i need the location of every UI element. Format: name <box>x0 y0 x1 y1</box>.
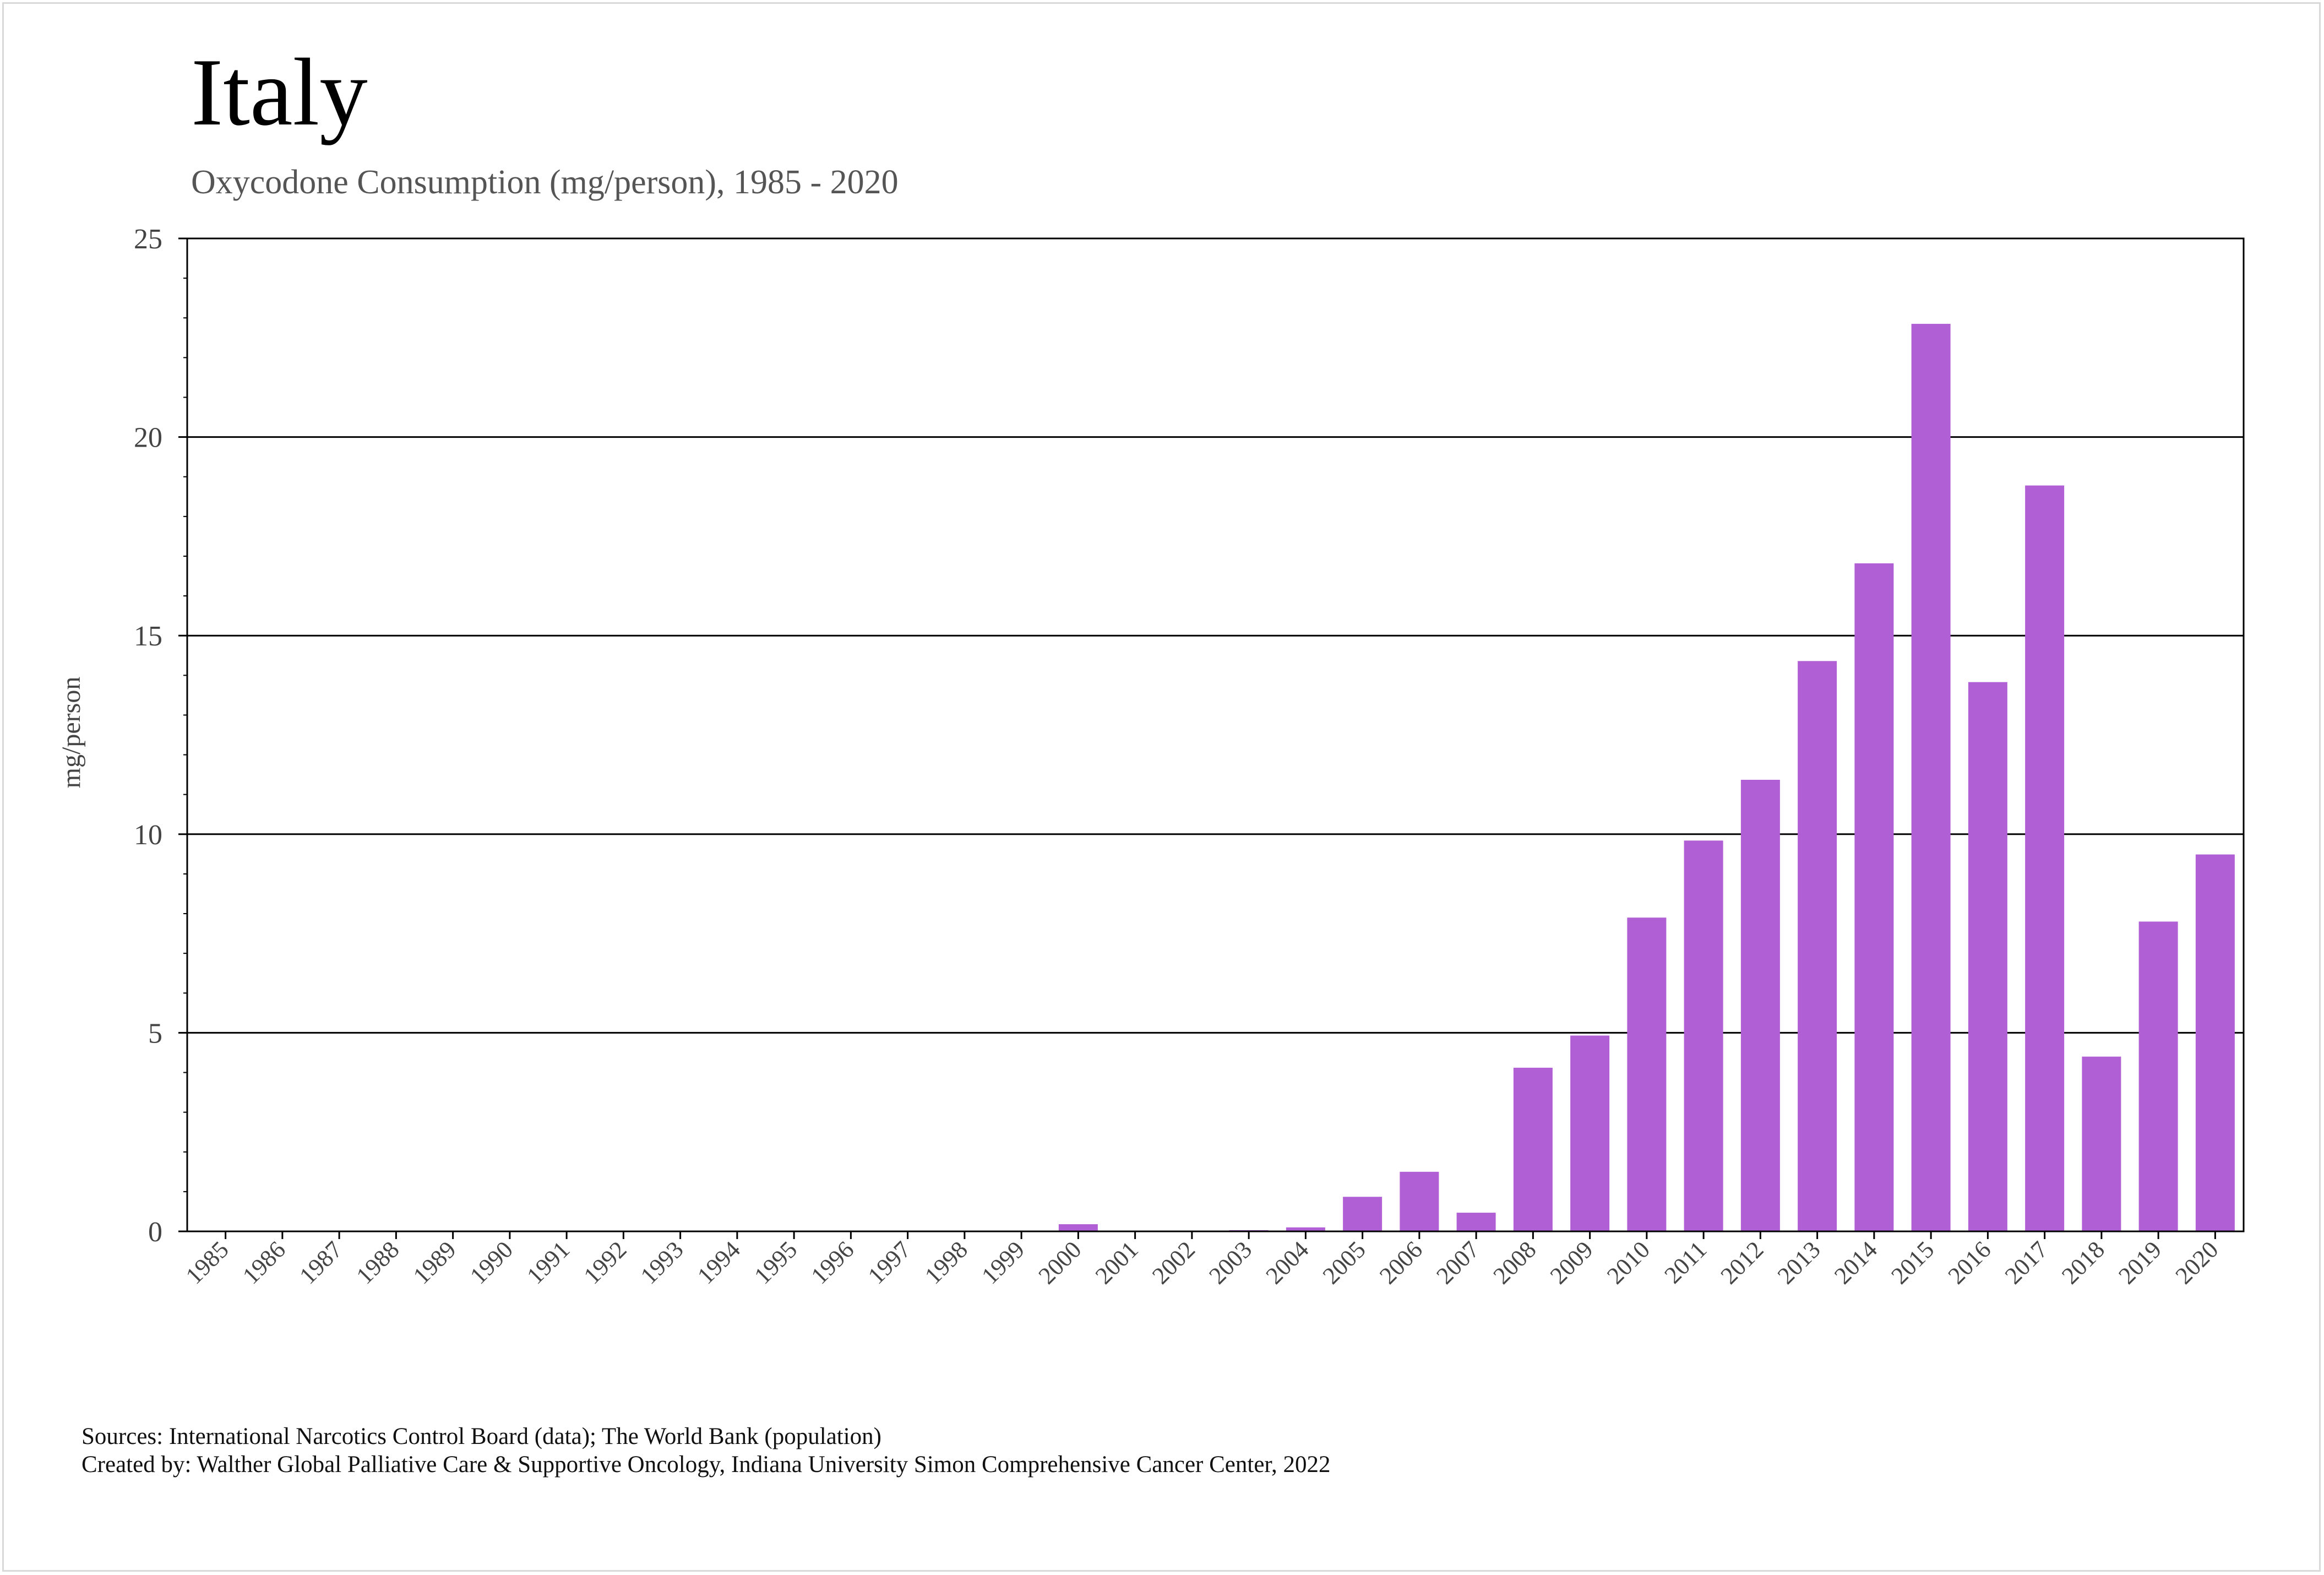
x-tick-label: 1997 <box>863 1236 916 1289</box>
bar-2017 <box>2025 485 2065 1231</box>
x-tick-label: 2004 <box>1261 1236 1314 1289</box>
bar-2004 <box>1286 1227 1325 1231</box>
bar-2011 <box>1684 840 1723 1231</box>
bar-2000 <box>1058 1224 1098 1231</box>
x-tick-label: 2007 <box>1431 1236 1484 1289</box>
bar-2009 <box>1570 1035 1610 1231</box>
x-tick-label: 1999 <box>976 1236 1030 1289</box>
x-tick-label: 2001 <box>1090 1236 1144 1289</box>
x-tick-label: 2010 <box>1602 1236 1655 1289</box>
x-tick-label: 1990 <box>465 1236 518 1289</box>
x-tick-label: 2009 <box>1545 1236 1598 1289</box>
x-tick-label: 2018 <box>2056 1236 2110 1289</box>
x-tick-label: 2016 <box>1943 1236 1996 1289</box>
x-tick-label: 2008 <box>1488 1236 1542 1289</box>
x-tick-label: 2020 <box>2170 1236 2224 1289</box>
x-tick-label: 1988 <box>351 1236 405 1289</box>
bar-2008 <box>1513 1067 1553 1231</box>
x-tick-label: 2005 <box>1318 1236 1371 1289</box>
x-tick-label: 2014 <box>1829 1236 1882 1289</box>
bar-2012 <box>1740 779 1780 1231</box>
x-tick-label: 1995 <box>749 1236 802 1289</box>
x-tick-label: 1996 <box>806 1236 859 1289</box>
x-tick-label: 2015 <box>1886 1236 1939 1289</box>
plot-area-border <box>186 237 2245 1232</box>
x-tick-label: 1994 <box>692 1236 745 1289</box>
bar-2006 <box>1400 1171 1439 1231</box>
bar-2010 <box>1627 917 1667 1231</box>
x-tick-label: 2002 <box>1147 1236 1200 1289</box>
created-by-note: Created by: Walther Global Palliative Ca… <box>81 1452 1331 1478</box>
x-tick-label: 2019 <box>2113 1236 2167 1289</box>
bar-2015 <box>1911 324 1951 1231</box>
bars <box>376 324 2235 1231</box>
bar-2014 <box>1854 563 1894 1231</box>
bar-2016 <box>1968 682 2007 1231</box>
x-tick-label: 1989 <box>408 1236 461 1289</box>
x-tick-label: 2012 <box>1716 1236 1769 1289</box>
chart-subtitle: Oxycodone Consumption (mg/person), 1985 … <box>191 164 899 201</box>
sources-note: Sources: International Narcotics Control… <box>81 1424 881 1449</box>
y-tick-label: 25 <box>134 224 162 255</box>
x-tick-label: 1985 <box>181 1236 234 1289</box>
x-tick-label: 1998 <box>919 1236 973 1289</box>
bar-2018 <box>2082 1056 2121 1231</box>
bar-2007 <box>1456 1213 1496 1231</box>
x-tick-label: 1987 <box>294 1236 347 1289</box>
y-axis-label: mg/person <box>57 677 86 789</box>
y-tick-label: 5 <box>148 1018 162 1049</box>
x-tick-label: 2017 <box>2000 1236 2053 1289</box>
x-tick-label: 2011 <box>1659 1236 1712 1289</box>
bar-2005 <box>1343 1197 1383 1231</box>
y-tick-label: 20 <box>134 422 162 454</box>
x-tick-label: 2003 <box>1204 1236 1257 1289</box>
x-tick-label: 2000 <box>1033 1236 1087 1289</box>
x-tick-label: 1992 <box>579 1236 632 1289</box>
x-tick-label: 2013 <box>1772 1236 1826 1289</box>
y-tick-label: 15 <box>134 621 162 652</box>
bar-2020 <box>2195 854 2235 1231</box>
bar-2019 <box>2138 921 2178 1231</box>
x-tick-label: 1991 <box>521 1236 575 1289</box>
y-tick-label: 10 <box>134 819 162 851</box>
y-tick-label: 0 <box>148 1216 162 1248</box>
chart-title: Italy <box>191 39 368 145</box>
axes <box>178 237 2245 1239</box>
x-tick-label: 1993 <box>635 1236 689 1289</box>
bar-2013 <box>1798 661 1837 1231</box>
x-tick-label: 2006 <box>1374 1236 1428 1289</box>
x-tick-label: 1986 <box>237 1236 291 1289</box>
